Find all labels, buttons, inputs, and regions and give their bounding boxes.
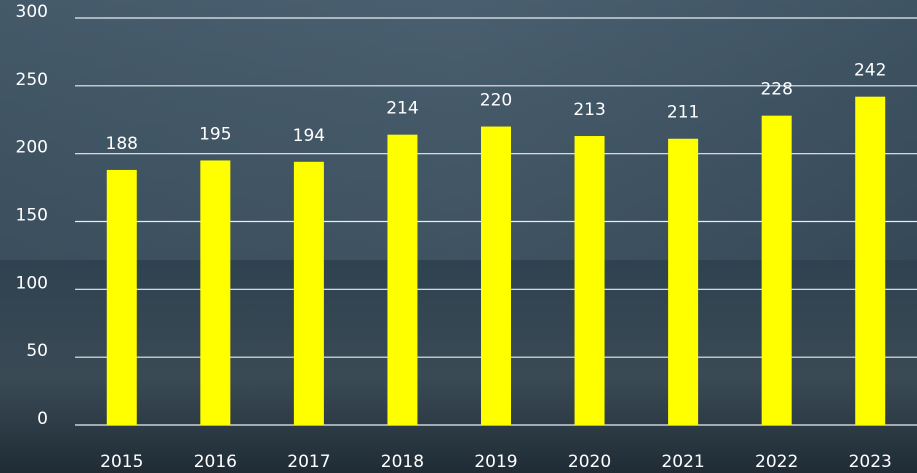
bar <box>668 138 699 425</box>
value-label: 194 <box>293 126 325 146</box>
x-tick-label: 2020 <box>568 452 611 472</box>
value-label: 242 <box>854 61 886 81</box>
y-tick-label: 200 <box>16 138 48 158</box>
value-label: 188 <box>106 134 138 154</box>
bar <box>761 115 792 426</box>
x-tick-label: 2018 <box>381 452 424 472</box>
value-label: 228 <box>760 80 792 100</box>
value-label: 195 <box>199 124 231 144</box>
bar <box>200 160 231 425</box>
x-tick-label: 2017 <box>287 452 330 472</box>
y-tick-label: 300 <box>16 2 48 22</box>
bar <box>387 134 418 425</box>
y-tick-label: 100 <box>16 273 48 293</box>
x-tick-label: 2023 <box>849 452 892 472</box>
value-label: 211 <box>667 103 699 123</box>
bar <box>574 136 605 425</box>
bar <box>481 126 511 426</box>
y-tick-label: 50 <box>26 341 48 361</box>
x-tick-label: 2019 <box>474 452 517 472</box>
x-tick-label: 2015 <box>100 452 143 472</box>
value-label: 220 <box>480 91 512 111</box>
bar <box>106 169 137 425</box>
y-tick-label: 150 <box>16 206 48 226</box>
x-tick-label: 2022 <box>755 452 798 472</box>
y-tick-label: 0 <box>37 409 48 429</box>
bar <box>855 96 886 425</box>
value-label: 213 <box>573 100 605 120</box>
x-tick-label: 2016 <box>194 452 237 472</box>
y-tick-label: 250 <box>16 70 48 90</box>
value-label: 214 <box>386 99 418 119</box>
x-tick-label: 2021 <box>661 452 704 472</box>
bar <box>293 161 324 425</box>
